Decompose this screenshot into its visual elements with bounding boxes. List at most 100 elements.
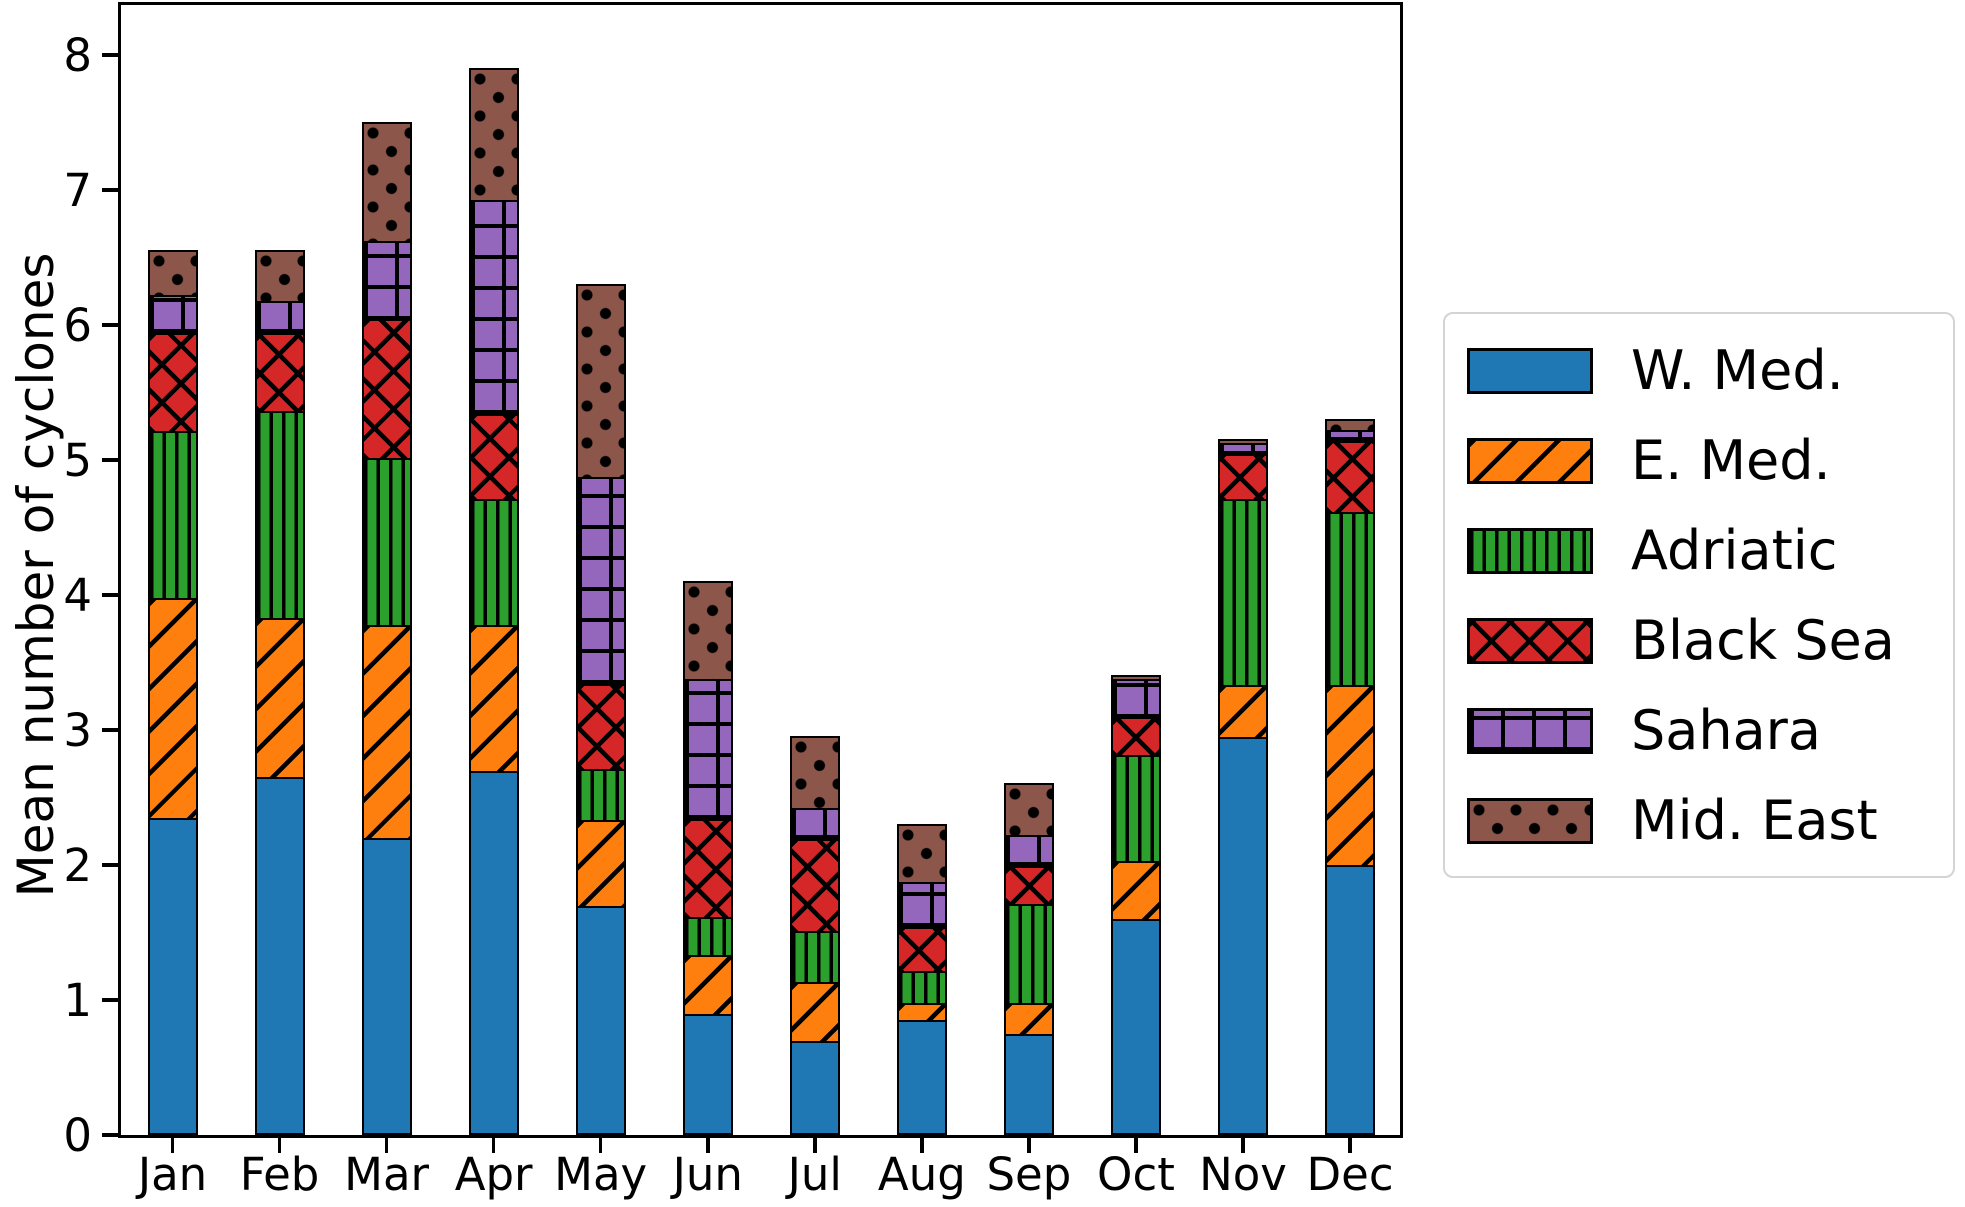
- bar-segment-aug-sahara: [896, 881, 947, 929]
- legend-label-e-med: E. Med.: [1631, 429, 1831, 492]
- bar-segment-jun-black-sea: [682, 818, 733, 920]
- bar-segment-jan-black-sea: [147, 332, 198, 434]
- bar-apr: [468, 67, 519, 1135]
- y-tick-label-2: 2: [63, 838, 92, 892]
- bar-segment-jul-sahara: [789, 807, 840, 842]
- bar-segment-jan-sahara: [147, 294, 198, 335]
- y-tick-mark-2: [102, 863, 118, 867]
- y-axis-title: Mean number of cyclones: [7, 252, 65, 898]
- bar-oct: [1110, 675, 1161, 1135]
- bar-segment-aug-adriatic: [896, 971, 947, 1005]
- bar-segment-apr-sahara: [468, 200, 519, 416]
- bar-segment-nov-black-sea: [1218, 454, 1268, 502]
- y-tick-mark-6: [102, 323, 118, 327]
- bar-segment-sep-black-sea: [1003, 865, 1054, 907]
- bar-segment-may-e-med: [575, 820, 626, 908]
- bar-segment-mar-w-med: [361, 838, 412, 1135]
- x-tick-label-apr: Apr: [454, 1148, 533, 1201]
- bar-segment-may-w-med: [575, 905, 626, 1135]
- bar-segment-dec-e-med: [1325, 685, 1376, 868]
- legend-swatch-mid-east: [1467, 798, 1593, 844]
- y-tick-mark-7: [102, 188, 118, 192]
- bar-segment-jan-mid-east: [147, 249, 198, 297]
- bar-segment-nov-adriatic: [1218, 498, 1268, 688]
- y-tick-label-4: 4: [63, 568, 92, 622]
- bar-sep: [1003, 783, 1054, 1135]
- bar-segment-sep-sahara: [1003, 834, 1054, 869]
- x-tick-mark-dec: [1348, 1138, 1352, 1153]
- bar-segment-nov-e-med: [1218, 685, 1268, 740]
- x-tick-mark-jun: [706, 1138, 710, 1153]
- legend-item-e-med: E. Med.: [1467, 416, 1953, 506]
- bar-segment-sep-adriatic: [1003, 903, 1054, 1005]
- y-tick-mark-1: [102, 998, 118, 1002]
- x-tick-label-sep: Sep: [986, 1148, 1072, 1201]
- bar-segment-apr-w-med: [468, 770, 519, 1135]
- x-tick-mark-aug: [920, 1138, 924, 1153]
- x-tick-label-feb: Feb: [239, 1148, 320, 1201]
- bar-segment-jun-w-med: [682, 1013, 733, 1135]
- y-tick-label-0: 0: [63, 1108, 92, 1162]
- bar-segment-oct-e-med: [1110, 860, 1161, 922]
- bar-dec: [1325, 418, 1376, 1135]
- bar-mar: [361, 121, 412, 1135]
- legend-swatch-w-med: [1467, 348, 1593, 394]
- bar-segment-jan-e-med: [147, 597, 198, 821]
- x-tick-label-mar: Mar: [344, 1148, 430, 1201]
- x-tick-mark-oct: [1134, 1138, 1138, 1153]
- bar-segment-jan-adriatic: [147, 431, 198, 600]
- bar-segment-apr-adriatic: [468, 498, 519, 627]
- bar-segment-sep-w-med: [1003, 1033, 1054, 1135]
- y-tick-mark-0: [102, 1133, 118, 1137]
- bar-segment-aug-black-sea: [896, 926, 947, 974]
- x-tick-label-jun: Jun: [672, 1148, 743, 1201]
- bar-segment-nov-w-med: [1218, 736, 1268, 1135]
- bar-segment-dec-w-med: [1325, 865, 1376, 1135]
- bar-segment-mar-adriatic: [361, 458, 412, 627]
- legend-label-adriatic: Adriatic: [1631, 519, 1838, 582]
- x-tick-mark-apr: [491, 1138, 496, 1153]
- x-tick-mark-jul: [813, 1138, 817, 1153]
- bar-jul: [789, 735, 840, 1135]
- legend-label-w-med: W. Med.: [1631, 339, 1844, 402]
- y-tick-label-8: 8: [63, 28, 92, 82]
- bar-segment-may-black-sea: [575, 683, 626, 772]
- bar-segment-mar-sahara: [361, 240, 412, 322]
- legend-label-mid-east: Mid. East: [1631, 789, 1878, 852]
- bar-segment-jul-e-med: [789, 982, 840, 1043]
- x-tick-label-oct: Oct: [1097, 1148, 1175, 1201]
- y-tick-label-3: 3: [63, 703, 92, 757]
- bar-segment-dec-adriatic: [1325, 512, 1376, 688]
- bar-jan: [147, 249, 198, 1135]
- bar-segment-sep-e-med: [1003, 1002, 1054, 1037]
- y-tick-label-6: 6: [63, 298, 92, 352]
- bar-segment-feb-adriatic: [254, 411, 305, 621]
- bar-segment-dec-black-sea: [1325, 440, 1376, 515]
- bar-segment-jun-sahara: [682, 679, 733, 821]
- bar-aug: [896, 823, 947, 1135]
- bar-segment-apr-e-med: [468, 624, 519, 773]
- bar-segment-jun-mid-east: [682, 580, 733, 682]
- bar-segment-feb-w-med: [254, 777, 305, 1135]
- bar-segment-may-adriatic: [575, 768, 626, 823]
- x-tick-mark-may: [598, 1138, 603, 1153]
- y-tick-label-7: 7: [63, 163, 92, 217]
- bar-segment-jul-w-med: [789, 1040, 840, 1135]
- y-tick-mark-4: [102, 593, 118, 597]
- bar-segment-may-sahara: [575, 476, 626, 686]
- legend-item-black-sea: Black Sea: [1467, 596, 1953, 686]
- x-tick-label-jan: Jan: [137, 1148, 208, 1201]
- bar-segment-feb-e-med: [254, 617, 305, 780]
- legend-swatch-sahara: [1467, 708, 1593, 754]
- bar-segment-may-mid-east: [575, 283, 626, 480]
- legend-item-adriatic: Adriatic: [1467, 506, 1953, 596]
- legend-label-black-sea: Black Sea: [1631, 609, 1895, 672]
- legend-swatch-adriatic: [1467, 528, 1593, 574]
- bar-segment-oct-w-med: [1110, 919, 1161, 1135]
- bar-segment-jul-mid-east: [789, 735, 840, 810]
- bar-segment-jun-adriatic: [682, 917, 733, 958]
- x-tick-mark-nov: [1241, 1138, 1245, 1153]
- x-tick-label-aug: Aug: [877, 1148, 966, 1201]
- x-tick-label-dec: Dec: [1306, 1148, 1394, 1201]
